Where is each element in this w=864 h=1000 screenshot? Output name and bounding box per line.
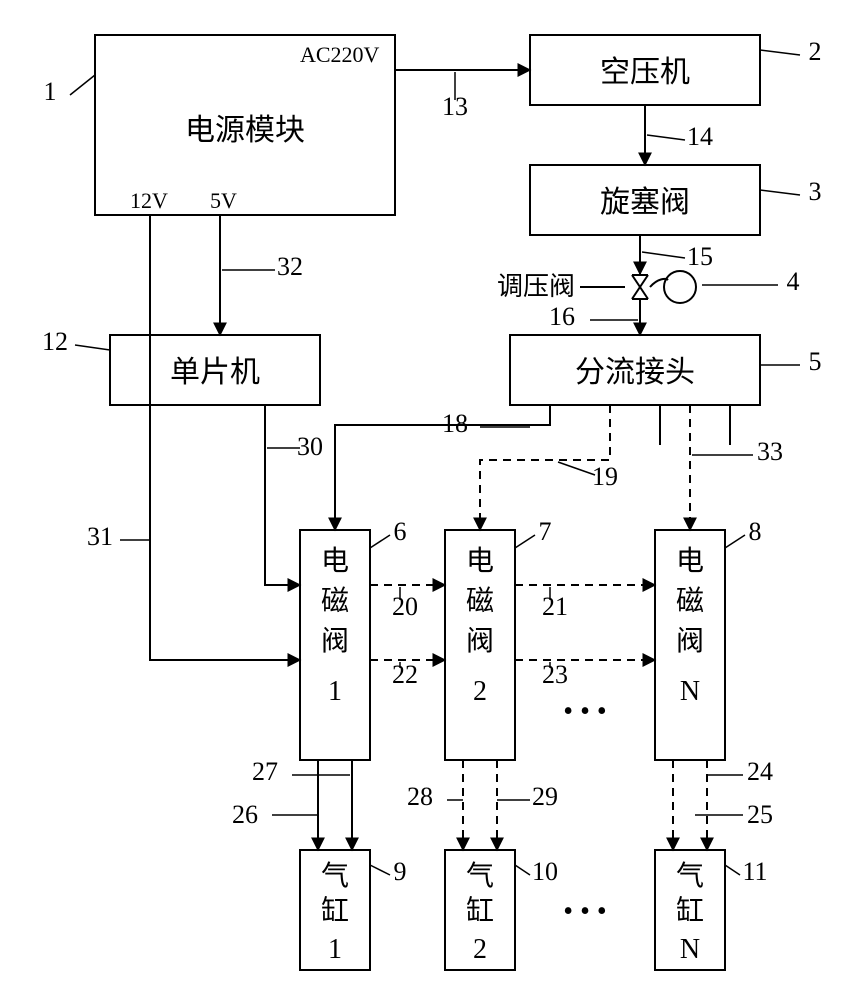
v5-label: 5V <box>210 188 237 213</box>
solenoid-valve-2-box: 电 磁 阀 2 <box>445 530 515 760</box>
callout-5: 5 <box>809 347 822 376</box>
cylinder-2-box: 气 缸 2 <box>445 850 515 970</box>
lead-19 <box>558 462 595 475</box>
lead-3 <box>760 190 800 195</box>
callout-12: 12 <box>42 327 68 356</box>
svg-text:N: N <box>680 676 700 707</box>
svg-text:电: 电 <box>321 545 349 577</box>
callout-32: 32 <box>277 252 303 281</box>
svg-text:1: 1 <box>328 676 342 707</box>
callout-14: 14 <box>687 122 713 151</box>
callout-15: 15 <box>687 242 713 271</box>
conn-19 <box>480 405 610 530</box>
callout-25: 25 <box>747 800 773 829</box>
regulator-label: 调压阀 <box>497 272 575 301</box>
lead-9 <box>370 865 390 875</box>
svg-text:气: 气 <box>676 860 704 892</box>
callout-11: 11 <box>742 857 767 886</box>
conn-30 <box>265 405 300 585</box>
svg-text:缸: 缸 <box>321 895 349 927</box>
callout-9: 9 <box>394 857 407 886</box>
ellipsis-valves: • • • <box>563 696 606 727</box>
callout-10: 10 <box>532 857 558 886</box>
callout-31: 31 <box>87 522 113 551</box>
lead-15 <box>642 252 685 258</box>
cylinder-n-box: 气 缸 N <box>655 850 725 970</box>
callout-20: 20 <box>392 592 418 621</box>
callout-16: 16 <box>549 302 575 331</box>
callout-29: 29 <box>532 782 558 811</box>
callout-8: 8 <box>749 517 762 546</box>
svg-text:阀: 阀 <box>676 625 704 657</box>
callout-1: 1 <box>44 77 57 106</box>
svg-text:缸: 缸 <box>676 895 704 927</box>
mcu-box: 单片机 <box>110 335 320 405</box>
lead-6 <box>370 535 390 548</box>
callout-22: 22 <box>392 660 418 689</box>
callout-33: 33 <box>757 437 783 466</box>
solenoid-valve-1-box: 电 磁 阀 1 <box>300 530 370 760</box>
power-module-label: 电源模块 <box>185 114 305 147</box>
svg-text:气: 气 <box>321 860 349 892</box>
svg-text:磁: 磁 <box>321 585 349 617</box>
svg-text:阀: 阀 <box>321 625 349 657</box>
svg-text:磁: 磁 <box>676 585 704 617</box>
callout-30: 30 <box>297 432 323 461</box>
svg-text:1: 1 <box>328 934 342 965</box>
callout-18: 18 <box>442 409 468 438</box>
callout-23: 23 <box>542 660 568 689</box>
callout-26: 26 <box>232 800 258 829</box>
cylinder-1-box: 气 缸 1 <box>300 850 370 970</box>
mcu-label: 单片机 <box>170 356 260 389</box>
callout-2: 2 <box>809 37 822 66</box>
lead-12 <box>75 345 110 350</box>
svg-text:磁: 磁 <box>466 585 494 617</box>
callout-7: 7 <box>539 517 552 546</box>
plug-valve-label: 旋塞阀 <box>600 186 690 219</box>
callout-21: 21 <box>542 592 568 621</box>
callout-6: 6 <box>394 517 407 546</box>
callout-24: 24 <box>747 757 773 786</box>
svg-text:2: 2 <box>473 676 487 707</box>
ac220v-label: AC220V <box>300 42 380 67</box>
callout-27: 27 <box>252 757 278 786</box>
compressor-label: 空压机 <box>600 56 690 89</box>
svg-text:电: 电 <box>676 545 704 577</box>
pressure-regulator-icon: 调压阀 <box>497 271 696 303</box>
callout-13: 13 <box>442 92 468 121</box>
lead-14 <box>647 135 685 140</box>
power-module-box: 电源模块 AC220V 12V 5V <box>95 35 395 215</box>
v12-label: 12V <box>130 188 168 213</box>
svg-text:缸: 缸 <box>466 895 494 927</box>
solenoid-valve-n-box: 电 磁 阀 N <box>655 530 725 760</box>
plug-valve-box: 旋塞阀 <box>530 165 760 235</box>
lead-11 <box>725 865 740 875</box>
svg-text:电: 电 <box>466 545 494 577</box>
lead-7 <box>515 535 535 548</box>
splitter-box: 分流接头 <box>510 335 760 405</box>
svg-text:阀: 阀 <box>466 625 494 657</box>
callout-19: 19 <box>592 462 618 491</box>
ellipsis-cylinders: • • • <box>563 896 606 927</box>
lead-2 <box>760 50 800 55</box>
lead-10 <box>515 865 530 875</box>
callout-3: 3 <box>809 177 822 206</box>
splitter-label: 分流接头 <box>575 356 695 389</box>
callout-28: 28 <box>407 782 433 811</box>
svg-text:气: 气 <box>466 860 494 892</box>
diagram-canvas: 电源模块 AC220V 12V 5V 空压机 旋塞阀 分流接头 单片机 电 磁 … <box>0 0 864 1000</box>
svg-text:2: 2 <box>473 934 487 965</box>
callout-4: 4 <box>787 267 800 296</box>
compressor-box: 空压机 <box>530 35 760 105</box>
svg-text:N: N <box>680 934 700 965</box>
conn-31 <box>150 215 300 660</box>
lead-8 <box>725 535 745 548</box>
lead-1 <box>70 75 95 95</box>
